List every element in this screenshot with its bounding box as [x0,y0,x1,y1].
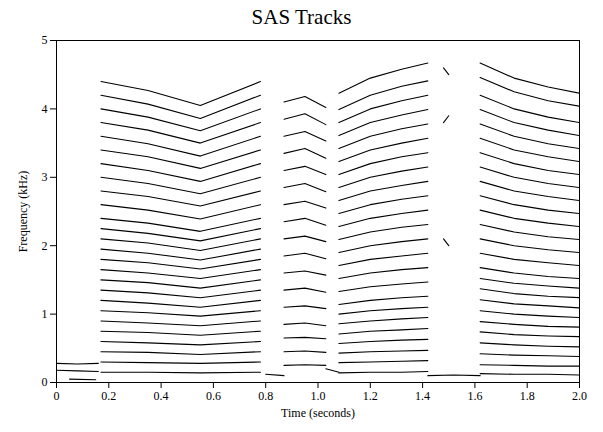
svg-text:4: 4 [42,102,48,116]
svg-text:Frequency (kHz): Frequency (kHz) [16,171,30,253]
svg-text:1.4: 1.4 [415,389,430,403]
svg-text:2: 2 [42,239,48,253]
svg-text:0.2: 0.2 [101,389,116,403]
svg-text:3: 3 [42,170,48,184]
svg-text:1.0: 1.0 [311,389,326,403]
svg-text:1.8: 1.8 [520,389,535,403]
svg-text:1: 1 [42,307,48,321]
svg-text:Time (seconds): Time (seconds) [281,406,355,420]
svg-text:2.0: 2.0 [572,389,587,403]
svg-text:1.2: 1.2 [363,389,378,403]
svg-text:1.6: 1.6 [467,389,482,403]
svg-text:0.6: 0.6 [206,389,221,403]
html-text:SAS Tracks: SAS Tracks [251,5,352,29]
svg-text:5: 5 [42,33,48,47]
svg-text:0: 0 [42,375,48,389]
svg-text:0.8: 0.8 [258,389,273,403]
svg-text:0: 0 [54,389,60,403]
svg-text:0.4: 0.4 [154,389,169,403]
